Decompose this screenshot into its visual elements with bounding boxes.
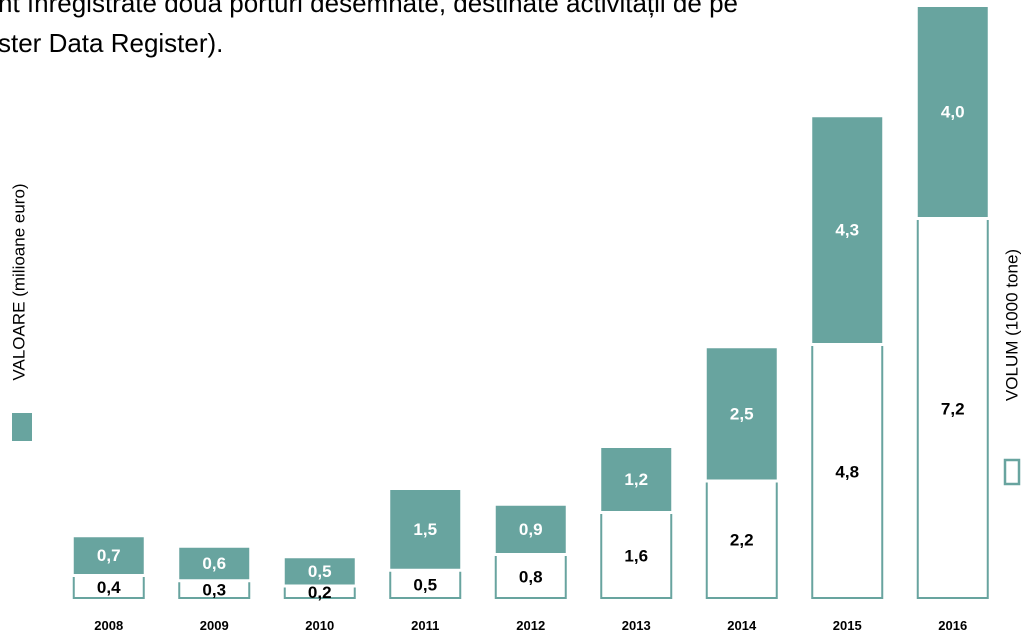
legend-label: VALOARE (milioane euro) [9, 183, 28, 380]
value-label: 0,5 [413, 575, 437, 594]
value-label: 0,3 [202, 581, 226, 600]
x-tick-label: 2014 [727, 618, 757, 633]
value-label: 0,8 [519, 567, 543, 586]
x-tick-label: 2013 [622, 618, 651, 633]
bar [705, 482, 778, 599]
bar [494, 556, 567, 599]
bar [179, 547, 250, 580]
value-label: 4,3 [835, 221, 859, 240]
text-line: ster Data Register). [0, 28, 223, 58]
bar [811, 346, 884, 599]
bar [812, 117, 883, 343]
value-label: 0,2 [308, 583, 332, 602]
bar [390, 490, 461, 569]
value-label: 1,6 [624, 546, 648, 565]
legend-label: VOLUM (1000 tone) [1002, 249, 1021, 401]
value-label: 2,2 [730, 531, 754, 550]
value-label: 0,5 [308, 562, 332, 581]
x-tick-label: 2008 [94, 618, 123, 633]
value-label: 2,5 [730, 404, 754, 423]
value-label: 4,8 [835, 462, 859, 481]
bar [706, 348, 777, 480]
x-tick-label: 2009 [200, 618, 229, 633]
bar [916, 220, 989, 599]
bar [601, 448, 672, 511]
value-label: 1,2 [624, 470, 648, 489]
value-label: 1,5 [413, 520, 437, 539]
bar [917, 7, 988, 217]
x-tick-label: 2015 [833, 618, 862, 633]
value-label: 4,0 [941, 102, 965, 121]
bar [284, 558, 355, 585]
bar [283, 587, 356, 599]
value-label: 7,2 [941, 399, 965, 418]
x-tick-label: 2011 [411, 618, 439, 633]
text-line: nt înregistrate două porturi desemnate, … [0, 0, 738, 18]
legend-swatch [1003, 458, 1021, 486]
legend-swatch [12, 413, 32, 441]
value-label: 0,7 [97, 546, 121, 565]
bar [178, 582, 251, 599]
bar [72, 577, 145, 599]
bar [495, 505, 566, 553]
bar [600, 514, 673, 599]
value-label: 0,4 [97, 578, 121, 597]
x-tick-label: 2016 [938, 618, 967, 633]
x-tick-label: 2012 [516, 618, 545, 633]
value-label: 0,9 [519, 520, 543, 539]
x-tick-label: 2010 [305, 618, 334, 633]
bar [389, 571, 462, 599]
value-label: 0,6 [202, 554, 226, 573]
bar [73, 537, 144, 574]
